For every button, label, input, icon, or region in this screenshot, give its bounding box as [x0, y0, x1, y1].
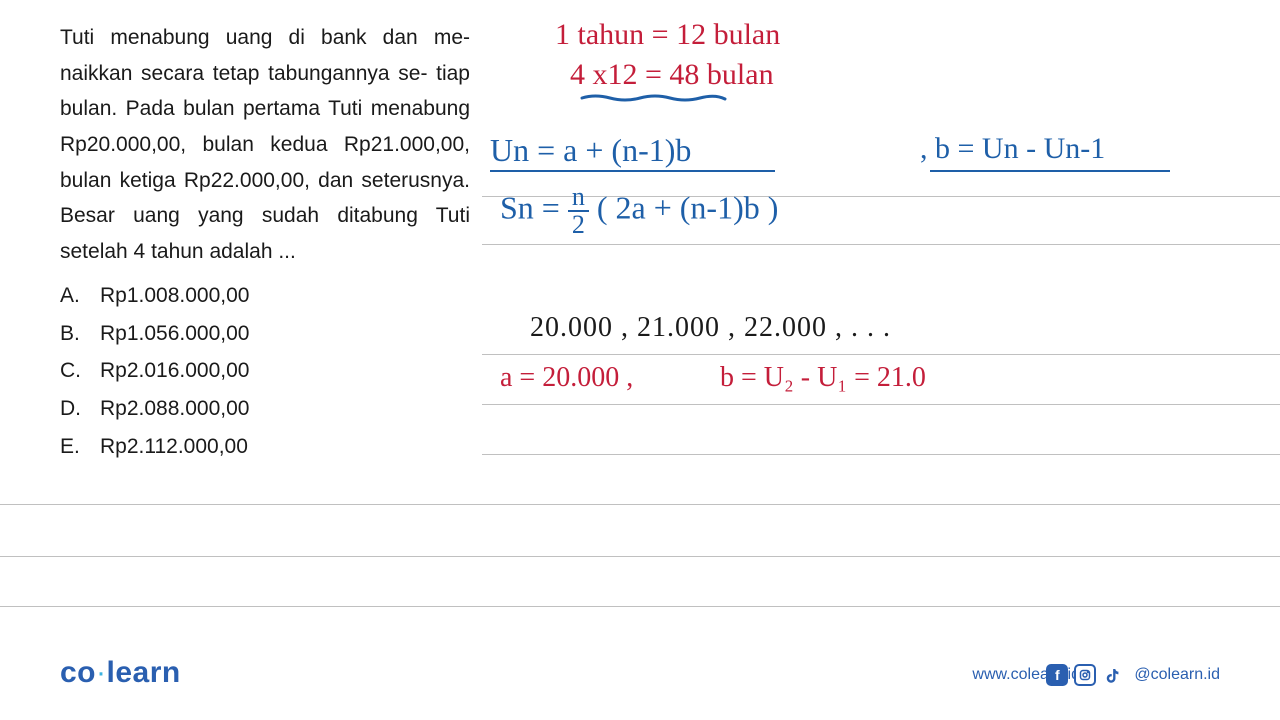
ruled-line: [0, 504, 1280, 505]
footer: co·learn www.colearn.id f @colearn.id: [0, 650, 1280, 690]
ruled-line: [482, 244, 1280, 245]
handwriting-b-value: b = U₂ - U₁ = 21.0: [720, 362, 926, 394]
option-letter: E.: [60, 429, 82, 465]
brand-learn: learn: [107, 656, 181, 689]
ruled-line: [0, 606, 1280, 607]
option-letter: C.: [60, 353, 82, 389]
options-list: A. Rp1.008.000,00 B. Rp1.056.000,00 C. R…: [60, 278, 470, 464]
option-value: Rp1.056.000,00: [100, 316, 249, 352]
option-value: Rp2.016.000,00: [100, 353, 249, 389]
facebook-icon[interactable]: f: [1046, 664, 1068, 686]
sn-left: Sn =: [500, 189, 560, 225]
sn-frac-num: n: [568, 184, 589, 212]
ruled-line: [482, 354, 1280, 355]
option-value: Rp2.088.000,00: [100, 391, 249, 427]
ruled-line: [0, 556, 1280, 557]
handwriting-un-formula: Un = a + (n-1)b: [490, 132, 691, 169]
instagram-icon[interactable]: [1074, 664, 1096, 686]
sn-right: ( 2a + (n-1)b ): [597, 189, 779, 225]
handwriting-red-1: 1 tahun = 12 bulan: [555, 18, 780, 52]
social-handle[interactable]: @colearn.id: [1134, 666, 1220, 684]
option-e: E. Rp2.112.000,00: [60, 429, 470, 465]
brand-logo: co·learn: [60, 656, 181, 690]
option-letter: D.: [60, 391, 82, 427]
ruled-line: [482, 404, 1280, 405]
option-a: A. Rp1.008.000,00: [60, 278, 470, 314]
option-value: Rp1.008.000,00: [100, 278, 249, 314]
option-letter: A.: [60, 278, 82, 314]
squiggle-underline-icon: [580, 92, 730, 106]
social-block: f @colearn.id: [1046, 664, 1220, 686]
option-letter: B.: [60, 316, 82, 352]
handwriting-a-value: a = 20.000 ,: [500, 362, 633, 394]
underline-b: [930, 170, 1170, 172]
ruled-line: [482, 454, 1280, 455]
question-block: Tuti menabung uang di bank dan me- naikk…: [60, 20, 470, 464]
sn-frac-den: 2: [568, 212, 589, 238]
underline-un: [490, 170, 775, 172]
handwriting-b-formula: , b = Un - Un-1: [920, 132, 1105, 166]
handwriting-sequence: 20.000 , 21.000 , 22.000 , . . .: [530, 312, 891, 344]
option-value: Rp2.112.000,00: [100, 429, 248, 465]
option-b: B. Rp1.056.000,00: [60, 316, 470, 352]
tiktok-icon[interactable]: [1102, 664, 1124, 686]
option-c: C. Rp2.016.000,00: [60, 353, 470, 389]
question-text: Tuti menabung uang di bank dan me- naikk…: [60, 20, 470, 270]
option-d: D. Rp2.088.000,00: [60, 391, 470, 427]
handwriting-sn-formula: Sn = n 2 ( 2a + (n-1)b ): [500, 184, 778, 238]
handwriting-red-2: 4 x12 = 48 bulan: [570, 58, 774, 92]
brand-co: co: [60, 656, 96, 689]
brand-dot: ·: [96, 656, 107, 689]
